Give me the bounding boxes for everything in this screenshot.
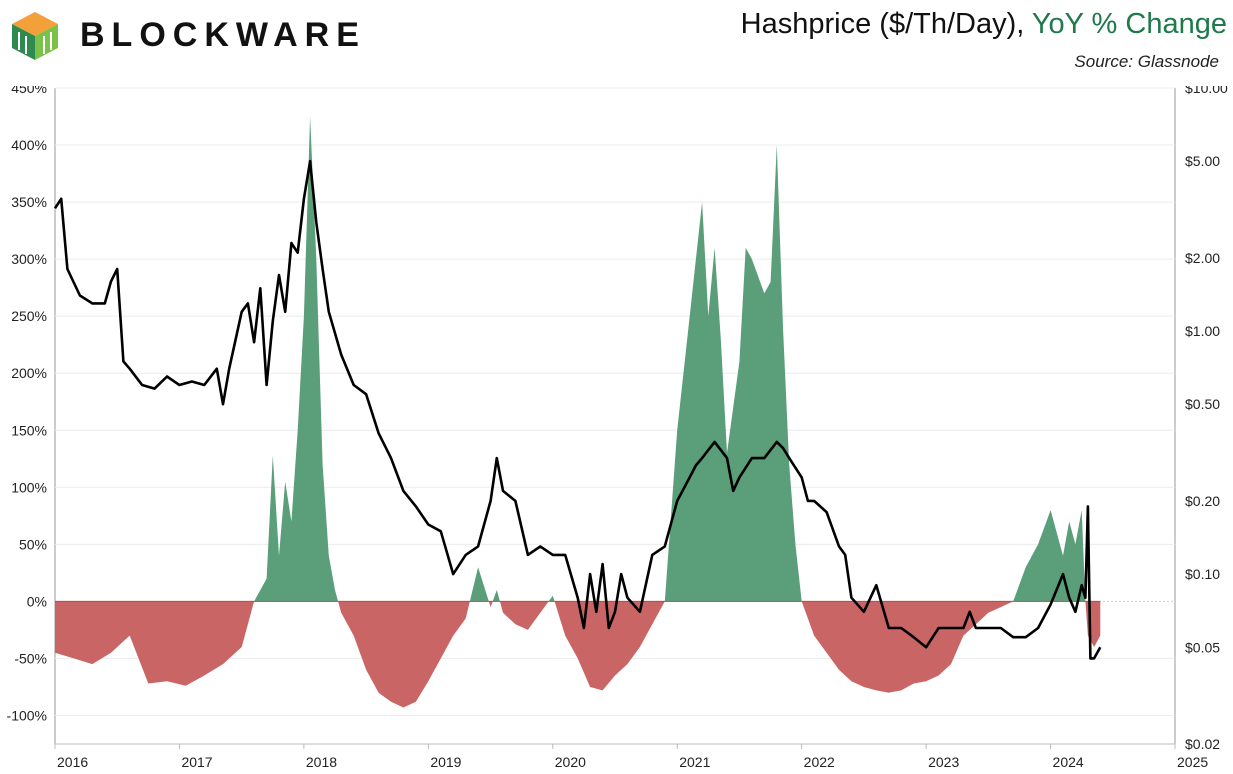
chart-title-accent: YoY % Change: [1031, 8, 1227, 40]
y-left-tick-label: 300%: [11, 251, 47, 267]
hashprice-line: [53, 159, 1102, 660]
header: BLOCKWARE Hashprice ($/Th/Day), YoY % Ch…: [0, 0, 1233, 86]
y-left-tick-label: 350%: [11, 194, 47, 210]
x-tick-label: 2025: [1177, 754, 1208, 770]
y-right-tick-label: $10.00: [1185, 86, 1228, 96]
brand-name: BLOCKWARE: [80, 16, 366, 54]
y-left-tick-label: 0%: [27, 593, 47, 609]
y-left-tick-label: 450%: [11, 86, 47, 96]
y-right-tick-label: $1.00: [1185, 323, 1220, 339]
x-tick-label: 2017: [181, 754, 212, 770]
x-tick-label: 2023: [928, 754, 959, 770]
hashprice-chart: 450% 400% 350% 300% 250% 200% 150% 100% 50% 0% -50…: [7, 86, 1229, 770]
y-left-tick-label: -50%: [14, 650, 47, 666]
x-tick-label: 2021: [679, 754, 710, 770]
chart-title: Hashprice ($/Th/Day), YoY % Change: [741, 8, 1227, 41]
y-left-tick-label: 50%: [19, 536, 47, 552]
y-left-tick-label: 100%: [11, 479, 47, 495]
y-right-tick-label: $2.00: [1185, 250, 1220, 266]
chart-source: Source: Glassnode: [1074, 52, 1219, 71]
x-tick-label: 2016: [57, 754, 88, 770]
x-tick-label: 2020: [555, 754, 586, 770]
x-tick-label: 2024: [1053, 754, 1084, 770]
chart-title-main: Hashprice ($/Th/Day),: [740, 8, 1025, 40]
y-left-tick-label: 400%: [11, 137, 47, 153]
y-left-tick-label: 150%: [11, 422, 47, 438]
y-right-tick-label: $0.50: [1185, 396, 1220, 412]
x-tick-label: 2019: [430, 754, 461, 770]
blockware-logo-icon: [12, 12, 58, 60]
y-right-tick-label: $0.05: [1185, 639, 1220, 655]
y-right-tick-label: $5.00: [1185, 153, 1220, 169]
x-tick-label: 2018: [306, 754, 337, 770]
y-right-tick-label: $0.10: [1185, 566, 1220, 582]
x-tick-label: 2022: [804, 754, 835, 770]
y-right-tick-label: $0.20: [1185, 493, 1220, 509]
y-left-tick-label: 200%: [11, 365, 47, 381]
y-left-tick-label: -100%: [7, 707, 47, 723]
y-right-tick-label: $0.02: [1185, 736, 1220, 752]
yoy-negative-area: [55, 601, 1101, 708]
y-left-tick-label: 250%: [11, 308, 47, 324]
yoy-positive-area: [55, 116, 1101, 602]
